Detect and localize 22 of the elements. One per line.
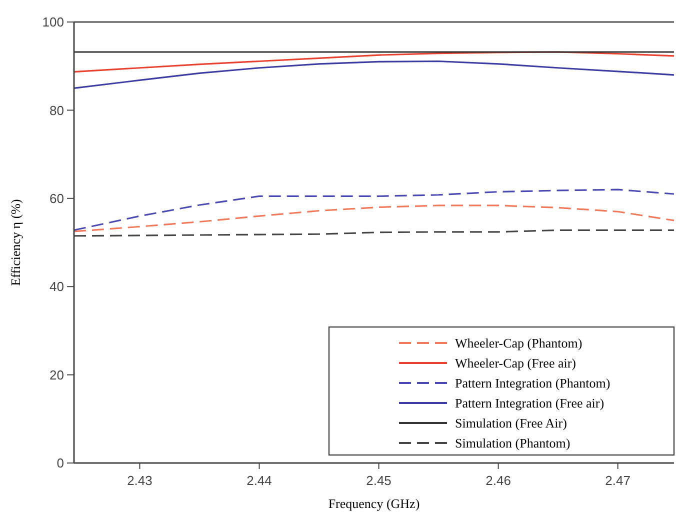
y-tick-label: 60 — [50, 190, 64, 206]
x-tick-label: 2.47 — [605, 473, 630, 488]
line-series — [73, 204, 675, 232]
y-tick-label: 20 — [50, 367, 64, 382]
line-series — [73, 188, 675, 231]
x-axis-title: Frequency (GHz) — [328, 496, 420, 511]
legend-label: Pattern Integration (Free air) — [455, 396, 604, 411]
line-series — [73, 60, 675, 89]
x-tick-label: 2.46 — [486, 473, 511, 488]
y-axis-title: Efficiency η (%) — [8, 199, 23, 286]
x-tick-label: 2.43 — [127, 473, 152, 488]
legend-label: Simulation (Free Air) — [455, 416, 567, 431]
x-tick-label: 2.44 — [246, 473, 272, 488]
x-tick-label: 2.45 — [366, 473, 392, 488]
legend-label: Wheeler-Cap (Free air) — [455, 356, 576, 371]
y-tick-label: 0 — [56, 456, 64, 471]
legend-label: Wheeler-Cap (Phantom) — [455, 336, 582, 351]
y-tick-label: 100 — [42, 14, 64, 30]
legend-label: Pattern Integration (Phantom) — [455, 376, 610, 391]
y-tick-label: 80 — [50, 102, 64, 118]
y-tick-label: 40 — [50, 279, 64, 294]
legend-label: Simulation (Phantom) — [455, 436, 570, 451]
